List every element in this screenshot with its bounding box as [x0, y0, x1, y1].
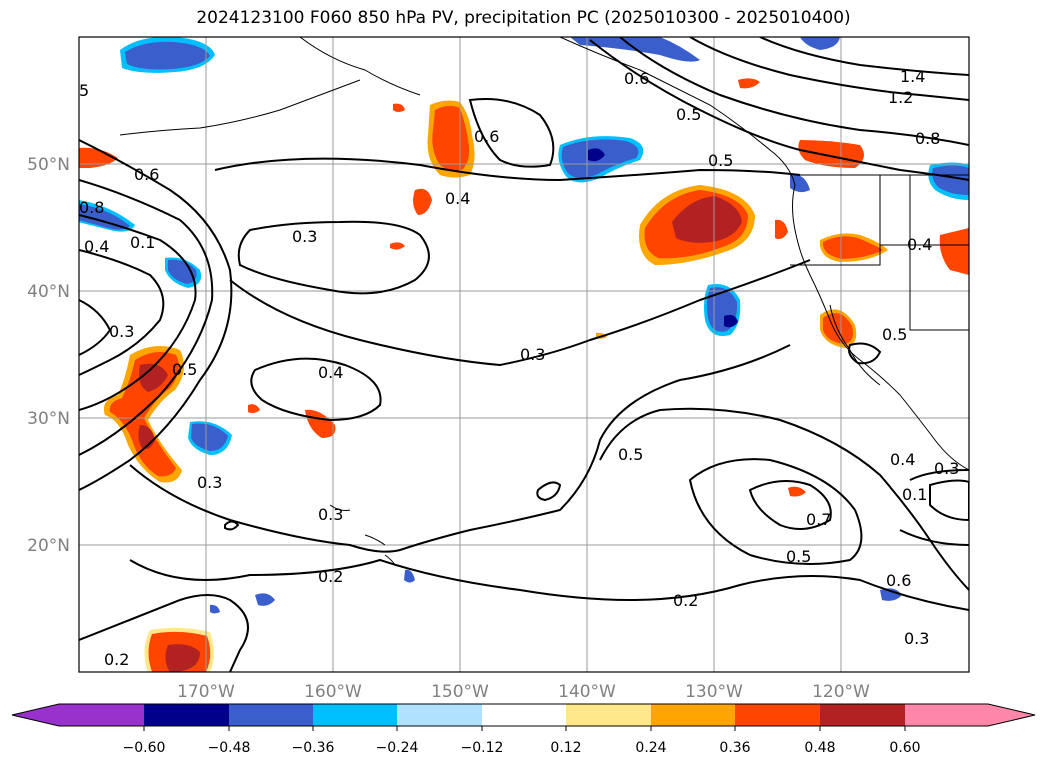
- lat-tick-label: 50°N: [27, 155, 70, 175]
- contour-label: 0.6: [886, 571, 911, 590]
- lon-tick-label: 170°W: [177, 682, 235, 702]
- lat-tick-label: 20°N: [27, 536, 70, 556]
- contour-label: 0.3: [904, 629, 929, 648]
- lon-tick-label: 120°W: [812, 682, 870, 702]
- colorbar-tick-label: 0.48: [804, 740, 835, 756]
- graticule: [79, 37, 969, 672]
- contour-label: 0.3: [520, 345, 545, 364]
- contour-label: 1.4: [900, 67, 925, 86]
- lon-tick-label: 140°W: [558, 682, 616, 702]
- contour-label: 0.3: [292, 227, 317, 246]
- contour-label: 0.8: [79, 198, 104, 217]
- contour-label: 0.4: [84, 237, 109, 256]
- colorbar-tick-label: 0.36: [719, 740, 750, 756]
- colorbar-under-triangle: [12, 704, 59, 726]
- map-title: 2024123100 F060 850 hPa PV, precipitatio…: [196, 8, 851, 28]
- lon-tick-label: 150°W: [431, 682, 489, 702]
- colorbar-over-triangle: [988, 704, 1035, 726]
- colorbar-segment: [820, 704, 905, 726]
- colorbar-segment: [651, 704, 735, 726]
- colorbar-tick-label: 0.60: [889, 740, 920, 756]
- contour-label: 0.5: [882, 325, 907, 344]
- colorbar-segment: [482, 704, 566, 726]
- colorbar-tick-label: 0.12: [550, 740, 581, 756]
- lon-tick-labels: 170°W 160°W 150°W 140°W 130°W 120°W: [177, 682, 870, 702]
- colorbar-tick-label: −0.60: [123, 740, 166, 756]
- contour-labels: 5 0.6 0.8 0.4 0.1 0.3 0.5 0.3 0.6 0.4 0.…: [79, 67, 959, 669]
- contour-label: 0.6: [134, 165, 159, 184]
- lon-tick-label: 160°W: [304, 682, 362, 702]
- precip-positive-areas: [79, 78, 969, 672]
- contour-label: 0.4: [318, 363, 343, 382]
- lat-tick-labels: 50°N 40°N 30°N 20°N: [27, 155, 70, 556]
- contour-label: 0.5: [618, 445, 643, 464]
- colorbar-tick-label: −0.24: [376, 740, 419, 756]
- colorbar-segment: [229, 704, 313, 726]
- contour-label: 0.2: [318, 567, 343, 586]
- contour-label: 0.7: [806, 510, 831, 529]
- lat-tick-label: 30°N: [27, 409, 70, 429]
- colorbar-segment: [566, 704, 651, 726]
- colorbar-segment: [59, 704, 144, 726]
- contour-label: 0.6: [624, 69, 649, 88]
- contour-label: 0.3: [318, 505, 343, 524]
- contour-label: 0.5: [172, 360, 197, 379]
- contour-label: 0.6: [474, 127, 499, 146]
- contour-label: 0.4: [907, 235, 932, 254]
- lon-tick-label: 130°W: [685, 682, 743, 702]
- colorbar-segment: [905, 704, 988, 726]
- colorbar-segment: [735, 704, 820, 726]
- contour-label: 0.1: [130, 233, 155, 252]
- contour-label: 0.2: [673, 591, 698, 610]
- contour-label: 0.3: [109, 322, 134, 341]
- contour-label: 0.3: [197, 473, 222, 492]
- colorbar-segment: [313, 704, 397, 726]
- contour-label: 0.1: [902, 485, 927, 504]
- colorbar-tick-label: −0.12: [461, 740, 504, 756]
- contour-label: 5: [79, 81, 89, 100]
- contour-label: 0.2: [104, 650, 129, 669]
- contour-label: 0.5: [676, 105, 701, 124]
- contour-label: 0.5: [708, 151, 733, 170]
- colorbar-tick-label: −0.36: [292, 740, 335, 756]
- contour-label: 0.4: [890, 450, 915, 469]
- contour-label: 0.5: [786, 547, 811, 566]
- lat-tick-label: 40°N: [27, 282, 70, 302]
- map-border: [78, 36, 970, 673]
- contour-label: 0.3: [934, 459, 959, 478]
- contour-label: 0.8: [915, 129, 940, 148]
- colorbar: −0.60 −0.48 −0.36 −0.24 −0.12 0.12 0.24 …: [11, 703, 1036, 756]
- pv-contours: [79, 37, 969, 672]
- contour-label: 1.2: [888, 88, 913, 107]
- colorbar-segment: [397, 704, 482, 726]
- contour-label: 0.4: [445, 189, 470, 208]
- colorbar-tick-label: 0.24: [635, 740, 666, 756]
- colorbar-tick-label: −0.48: [208, 740, 251, 756]
- colorbar-segment: [144, 704, 229, 726]
